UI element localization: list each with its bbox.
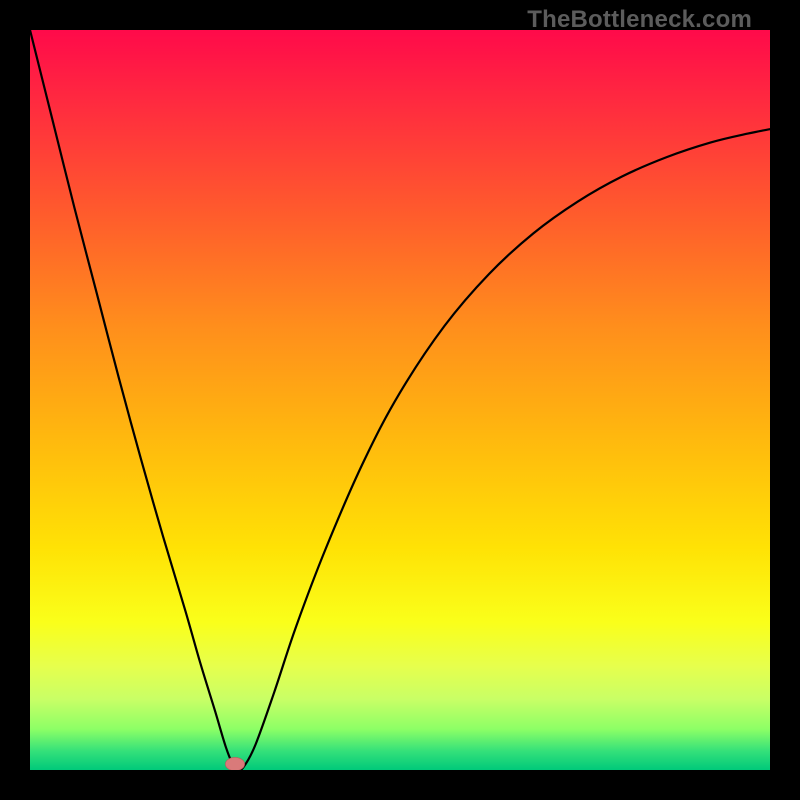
chart-svg [30, 30, 770, 770]
gradient-background [30, 30, 770, 770]
optimal-marker [225, 757, 244, 770]
plot-area [30, 30, 770, 770]
watermark-text: TheBottleneck.com [527, 6, 752, 34]
